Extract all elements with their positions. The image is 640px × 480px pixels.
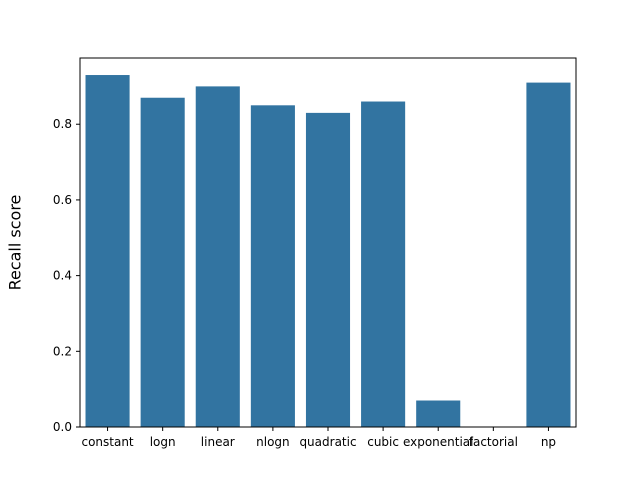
y-tick-label: 0.8: [53, 117, 72, 131]
bar-nlogn: [250, 105, 295, 428]
x-tick-label: constant: [81, 435, 133, 449]
x-tick-label: exponential: [403, 435, 474, 449]
bar-np: [526, 82, 571, 427]
y-tick-label: 0.4: [53, 269, 72, 283]
bar-quadratic: [305, 112, 351, 427]
bar-exponential: [416, 400, 461, 427]
y-tick-label: 0.6: [53, 193, 72, 207]
y-axis-ticks: 0.0 0.2 0.4 0.6 0.8: [53, 117, 80, 434]
x-tick-label: quadratic: [299, 435, 356, 449]
x-tick-label: cubic: [367, 435, 399, 449]
bar-linear: [195, 86, 240, 427]
x-tick-label: linear: [201, 435, 235, 449]
x-tick-label: np: [541, 435, 556, 449]
x-tick-label: nlogn: [256, 435, 290, 449]
x-tick-label: logn: [150, 435, 176, 449]
y-axis-label: Recall score: [6, 195, 25, 291]
bar-cubic: [361, 101, 406, 428]
bar-logn: [140, 97, 185, 427]
x-tick-label: factorial: [469, 435, 518, 449]
bar-constant: [85, 75, 130, 428]
y-tick-label: 0.2: [53, 344, 72, 358]
bars-group: [85, 75, 571, 428]
plot-frame: [79, 57, 577, 428]
y-tick-label: 0.0: [53, 420, 72, 434]
x-axis-ticks: constant logn linear nlogn quadratic cubic exp…: [81, 427, 556, 449]
